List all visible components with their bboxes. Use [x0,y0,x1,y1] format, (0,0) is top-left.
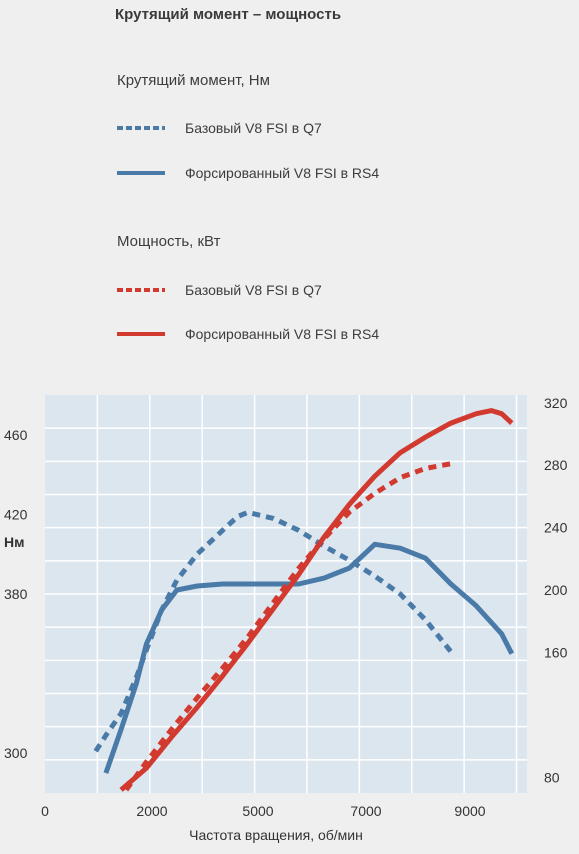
left-axis-tick-label: 460 [4,427,28,443]
legend-label: Форсированный V8 FSI в RS4 [185,326,380,342]
legend-swatch-solid-blue [117,171,165,175]
legend-label: Базовый V8 FSI в Q7 [185,282,322,298]
left-axis-tick-label: 300 [4,745,28,761]
x-axis-tick-label: 5000 [242,803,273,819]
x-axis-label: Частота вращения, об/мин [189,827,363,843]
left-axis-tick-label: 380 [4,586,28,602]
legend-item-power-base: Базовый V8 FSI в Q7 [117,278,322,302]
right-axis-tick-label: 80 [544,769,560,785]
legend-item-torque-rs4: Форсированный V8 FSI в RS4 [117,161,379,185]
right-axis-tick-label: 280 [544,457,568,473]
torque-legend-heading: Крутящий момент, Нм [117,72,270,89]
right-axis-tick-label: 200 [544,582,568,598]
x-axis-tick-label: 7000 [350,803,381,819]
x-axis-tick-label: 0 [41,803,49,819]
right-axis-tick-label: 160 [544,645,568,661]
legend-swatch-solid-red [117,332,165,336]
torque-power-chart: 460 420 380 300 Нм 320 280 240 200 160 80 0 2000 5000… [4,395,568,843]
power-legend-heading: Мощность, кВт [117,233,221,250]
legend-label: Базовый V8 FSI в Q7 [185,120,322,136]
legend-swatch-dotted-blue [117,126,165,130]
legend-swatch-dotted-red [117,288,165,292]
legend-label: Форсированный V8 FSI в RS4 [185,165,380,181]
power-line-solid-3 [119,408,514,792]
chart-title: Крутящий момент – мощность [115,6,342,23]
legend-item-power-rs4: Форсированный V8 FSI в RS4 [117,322,379,346]
x-axis-tick-label: 2000 [136,803,167,819]
left-axis-unit-label: Нм [4,534,24,550]
right-axis-tick-label: 240 [544,520,568,536]
power-line-dotted-2 [124,461,452,792]
legend-item-torque-base: Базовый V8 FSI в Q7 [117,116,322,140]
torque-line-solid-1 [103,541,515,774]
left-axis-tick-label: 420 [4,506,28,522]
x-axis-tick-label: 9000 [454,803,485,819]
right-axis-tick-label: 320 [544,395,568,411]
